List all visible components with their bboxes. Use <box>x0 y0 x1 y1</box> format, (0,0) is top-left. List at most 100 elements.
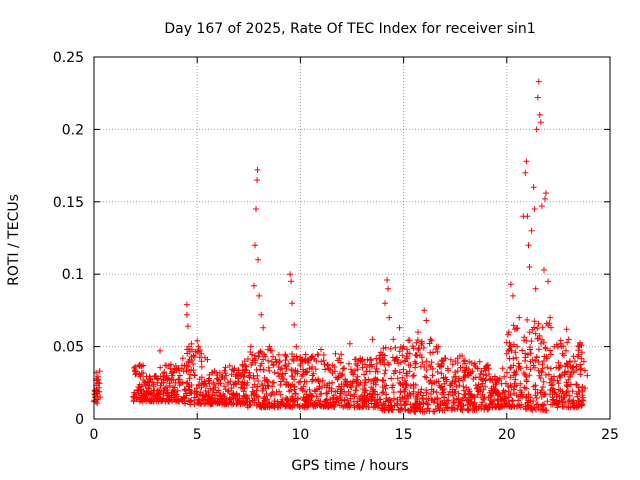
data-point <box>266 367 273 374</box>
data-point <box>314 351 321 358</box>
data-point <box>372 403 379 410</box>
data-point <box>533 126 540 133</box>
data-point <box>542 372 549 378</box>
data-point <box>354 398 361 405</box>
data-point <box>396 369 403 376</box>
data-point <box>575 389 582 395</box>
data-point <box>545 371 552 378</box>
data-point <box>305 393 312 400</box>
data-point <box>297 361 304 367</box>
data-point <box>255 256 262 263</box>
data-point <box>257 366 264 373</box>
data-point <box>304 357 311 364</box>
data-point <box>528 227 535 234</box>
data-point <box>197 400 204 407</box>
data-point <box>451 405 457 412</box>
data-point <box>547 314 554 321</box>
data-point <box>142 382 149 389</box>
data-point <box>302 388 308 395</box>
data-point <box>169 372 176 379</box>
data-point <box>282 357 289 364</box>
data-point <box>367 356 374 363</box>
data-point <box>473 406 480 413</box>
data-point <box>507 365 514 371</box>
data-point <box>584 372 591 379</box>
data-point <box>537 375 544 381</box>
data-point <box>429 372 436 379</box>
data-point <box>449 361 456 368</box>
data-point <box>183 392 190 399</box>
data-point <box>326 366 333 373</box>
data-point <box>519 347 526 354</box>
data-point <box>467 370 474 377</box>
data-point <box>136 394 143 401</box>
data-point <box>160 376 167 383</box>
data-point <box>198 401 205 408</box>
data-point <box>342 402 348 409</box>
data-point <box>240 381 247 388</box>
data-point <box>388 375 395 382</box>
data-point <box>303 404 310 411</box>
data-point <box>460 383 467 390</box>
data-point <box>384 277 391 283</box>
data-point <box>488 401 495 408</box>
data-point <box>525 242 532 249</box>
data-point <box>358 393 365 400</box>
data-point <box>289 395 296 402</box>
data-point <box>215 387 222 394</box>
data-point <box>536 111 543 118</box>
data-point <box>175 365 182 372</box>
data-point <box>450 400 457 406</box>
data-point <box>387 399 394 406</box>
data-point <box>256 292 263 299</box>
data-point <box>371 377 378 384</box>
data-point <box>516 314 523 321</box>
data-point <box>287 403 294 410</box>
data-point <box>503 350 510 357</box>
data-point <box>318 346 324 353</box>
data-point <box>186 348 193 355</box>
data-point <box>389 354 396 361</box>
data-point <box>170 376 177 383</box>
data-point <box>508 347 515 354</box>
data-point <box>203 391 210 398</box>
data-point <box>134 387 141 393</box>
data-point <box>361 382 368 389</box>
data-point <box>441 355 448 362</box>
data-point <box>157 391 164 398</box>
data-point <box>460 394 466 401</box>
data-point <box>468 360 475 366</box>
data-point <box>247 343 254 350</box>
data-point <box>395 360 402 367</box>
data-point <box>535 367 542 374</box>
data-point <box>382 398 389 405</box>
data-point <box>565 336 572 343</box>
data-point <box>462 391 469 398</box>
data-point <box>524 316 531 323</box>
data-point <box>272 356 279 363</box>
data-point <box>406 350 413 357</box>
data-point <box>288 278 295 285</box>
data-point <box>212 397 219 404</box>
data-point <box>406 368 413 375</box>
data-point <box>164 390 171 397</box>
data-point <box>219 373 226 380</box>
x-tick-label: 10 <box>291 427 309 443</box>
data-point <box>240 388 247 395</box>
data-point <box>393 356 400 363</box>
data-point <box>480 396 487 403</box>
data-point <box>282 351 289 358</box>
data-point <box>419 395 425 402</box>
data-point <box>545 278 552 285</box>
data-point <box>162 362 169 369</box>
data-point <box>528 338 535 345</box>
data-point <box>426 362 432 369</box>
data-point <box>377 359 384 366</box>
data-point <box>253 387 260 394</box>
data-point <box>389 407 396 413</box>
data-point <box>341 365 348 372</box>
data-point <box>452 389 459 395</box>
data-point <box>382 367 389 374</box>
data-point <box>478 368 485 375</box>
data-point <box>262 353 269 360</box>
